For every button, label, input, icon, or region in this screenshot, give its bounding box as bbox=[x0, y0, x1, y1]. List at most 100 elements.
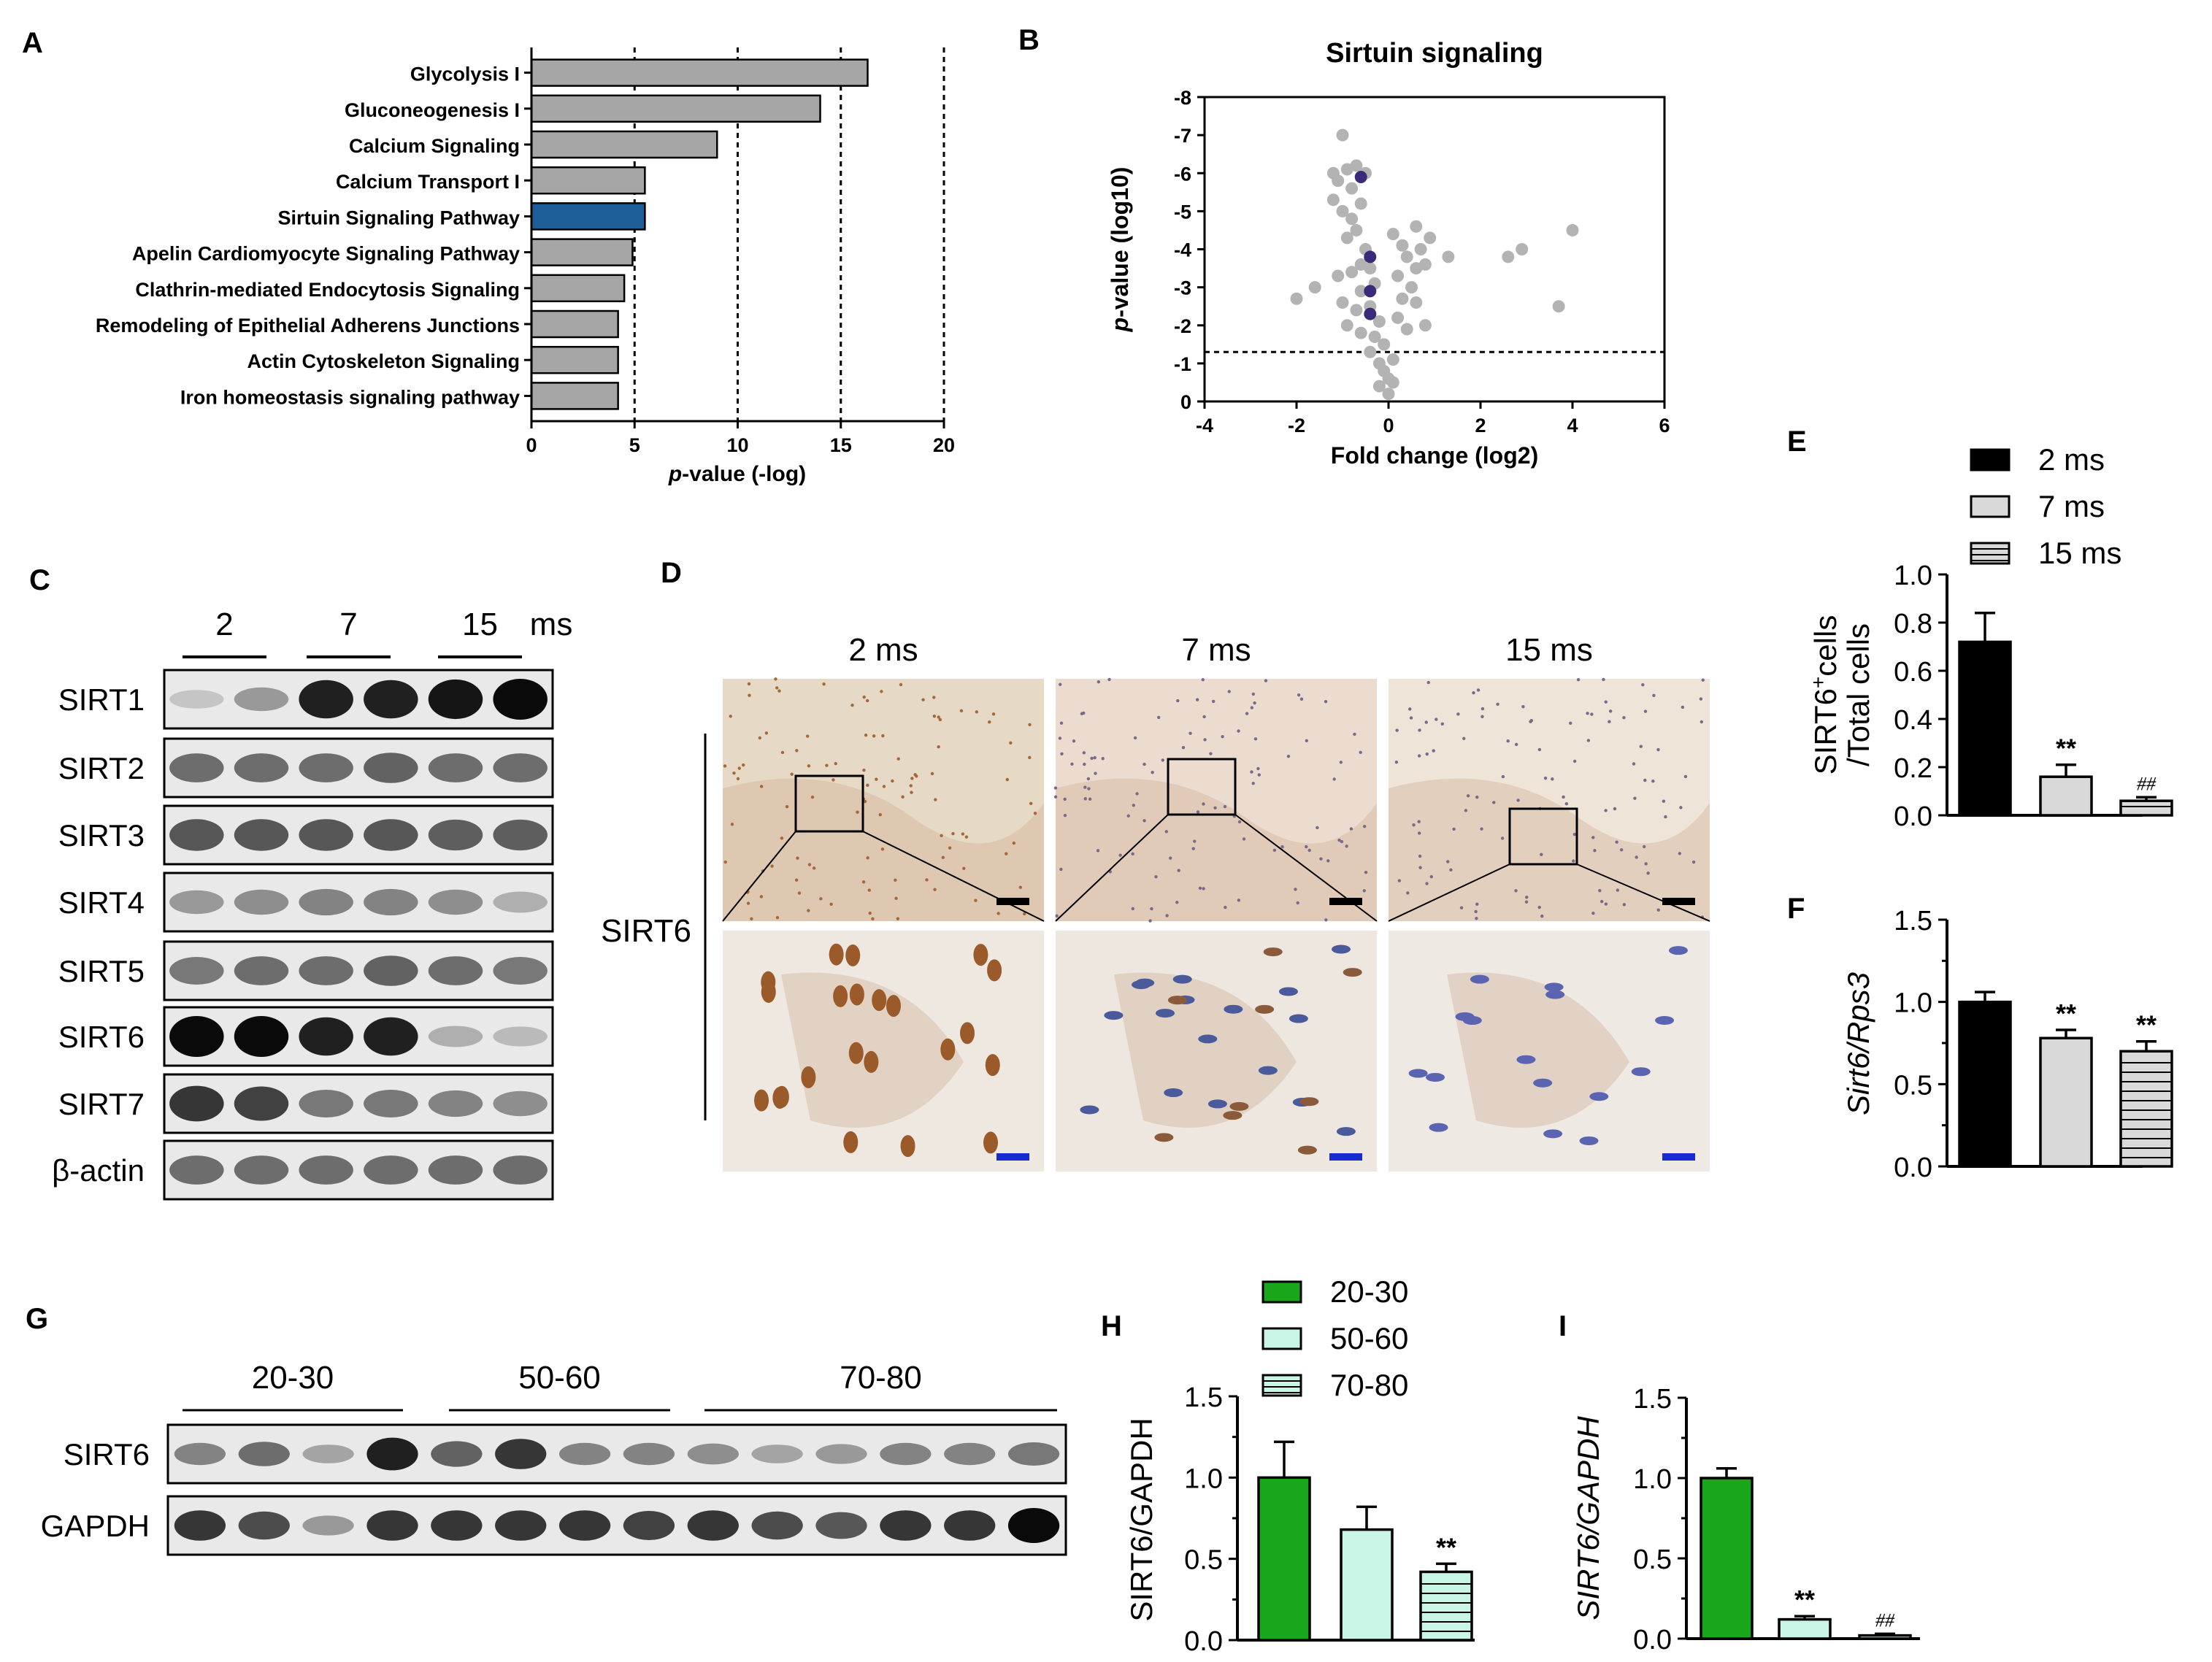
cell-dot-2-60 bbox=[1475, 902, 1479, 907]
category-label-2: Calcium Signaling bbox=[349, 135, 520, 157]
cell-dot-1-77 bbox=[1299, 697, 1304, 701]
cell-dot-1-51 bbox=[1083, 762, 1086, 766]
cell-dot-1-23 bbox=[1227, 690, 1231, 693]
cell-dot-0-12 bbox=[759, 785, 764, 788]
point-gray-5 bbox=[1326, 193, 1340, 207]
point-gray-42 bbox=[1410, 220, 1423, 233]
ytick-label-1: 0.5 bbox=[1184, 1545, 1223, 1576]
cell-dot-0-13 bbox=[1028, 723, 1032, 726]
nucleus-1-23 bbox=[1172, 974, 1192, 984]
point-gray-43 bbox=[1396, 239, 1409, 252]
cell-dot-0-40 bbox=[899, 682, 903, 687]
cell-dot-1-0 bbox=[1143, 762, 1146, 766]
cell-dot-2-26 bbox=[1639, 745, 1643, 748]
cell-dot-0-70 bbox=[866, 856, 869, 860]
cell-dot-2-21 bbox=[1619, 848, 1624, 852]
cell-dot-2-20 bbox=[1514, 889, 1518, 893]
cell-dot-2-37 bbox=[1452, 827, 1456, 831]
point-gray-24 bbox=[1368, 330, 1381, 343]
cell-dot-1-99 bbox=[1059, 721, 1064, 725]
cell-dot-0-29 bbox=[940, 834, 943, 837]
point-gray-39 bbox=[1414, 243, 1427, 255]
timepoint-label-2: 15 ms bbox=[1505, 632, 1593, 668]
nucleus-2-15 bbox=[1408, 1069, 1428, 1078]
plot-frame bbox=[1203, 96, 1666, 403]
nucleus-0-15 bbox=[801, 1066, 816, 1088]
ytick-label-4: 0.8 bbox=[1894, 609, 1932, 639]
ytick-label-3: 1.5 bbox=[1633, 1384, 1672, 1415]
cell-dot-2-92 bbox=[1480, 827, 1483, 831]
cell-dot-0-30 bbox=[1028, 755, 1032, 760]
cell-dot-1-62 bbox=[1251, 782, 1255, 785]
cell-dot-0-85 bbox=[1005, 777, 1010, 782]
point-gray-49 bbox=[1418, 319, 1432, 332]
nucleus-1-21 bbox=[1343, 968, 1362, 977]
panel-h: H 0.0 0.5 1.0 1.5 ** 20-30 50-60 70-80 SIRT6/GAP… bbox=[1101, 1274, 1475, 1657]
nucleus-0-8 bbox=[849, 983, 864, 1006]
point-gray-45 bbox=[1391, 269, 1405, 282]
cell-dot-1-24 bbox=[1202, 715, 1206, 719]
nucleus-1-18 bbox=[1299, 1097, 1319, 1107]
nucleus-0-7 bbox=[987, 959, 1002, 982]
cell-dot-1-81 bbox=[1345, 845, 1348, 848]
blot-band-1-12 bbox=[944, 1510, 996, 1541]
bar-0 bbox=[1958, 1000, 2012, 1168]
cell-dot-2-17 bbox=[1500, 836, 1505, 840]
lane-group-label-0: 20-30 bbox=[252, 1360, 334, 1396]
cell-dot-2-98 bbox=[1462, 736, 1466, 740]
blot-band-0-7 bbox=[623, 1442, 675, 1466]
blot-band-1-7 bbox=[623, 1511, 675, 1540]
nucleus-2-3 bbox=[1429, 1123, 1448, 1132]
nucleus-0-9 bbox=[845, 944, 861, 966]
point-gray-33 bbox=[1386, 353, 1399, 366]
xtick-label-1: 5 bbox=[629, 434, 640, 456]
point-gray-10 bbox=[1340, 231, 1353, 245]
xtick-label-3: 2 bbox=[1475, 415, 1486, 436]
cell-dot-2-101 bbox=[1395, 728, 1399, 732]
cell-dot-0-51 bbox=[1009, 741, 1013, 745]
cell-dot-0-48 bbox=[867, 888, 871, 892]
point-gray-21 bbox=[1372, 315, 1386, 328]
cell-dot-1-85 bbox=[1237, 820, 1242, 824]
nucleus-0-5 bbox=[754, 1089, 769, 1112]
bar-2 bbox=[2119, 1050, 2173, 1168]
cell-dot-1-2 bbox=[1349, 827, 1353, 831]
cell-dot-1-50 bbox=[1224, 905, 1227, 909]
blot-band-7-1 bbox=[234, 1155, 289, 1185]
cell-dot-1-90 bbox=[1055, 914, 1059, 918]
cell-dot-0-69 bbox=[723, 860, 727, 864]
xtick-label-2: 10 bbox=[726, 434, 748, 456]
xtick-label-3: 15 bbox=[830, 434, 852, 456]
ytick-label-0: 0.0 bbox=[1894, 1153, 1932, 1183]
nucleus-0-13 bbox=[833, 985, 848, 1007]
lane-group-label-1: 7 bbox=[339, 607, 357, 642]
cell-dot-0-79 bbox=[894, 896, 898, 901]
cell-dot-1-70 bbox=[1181, 746, 1186, 750]
cell-dot-2-61 bbox=[1591, 911, 1595, 915]
sirt6-mrna-bar-chart: 0.0 0.5 1.0 1.5 ** ## SIRT6/GAPDH bbox=[1571, 1384, 1920, 1655]
bar-1 bbox=[1778, 1617, 1832, 1640]
panel-d: D 2 ms 7 ms 15 ms SIRT6 bbox=[601, 557, 1710, 1172]
cell-dot-1-12 bbox=[1250, 770, 1253, 774]
cell-dot-2-58 bbox=[1643, 845, 1646, 849]
cell-dot-2-25 bbox=[1472, 690, 1475, 695]
panel-letter-h: H bbox=[1101, 1310, 1122, 1342]
blot-band-7-4 bbox=[428, 1155, 483, 1185]
bar-1 bbox=[2039, 1036, 2093, 1168]
bar-0 bbox=[530, 58, 869, 87]
point-gray-47 bbox=[1400, 323, 1413, 336]
cell-dot-1-27 bbox=[1237, 729, 1240, 733]
cell-dot-1-92 bbox=[1131, 907, 1135, 911]
cell-dot-1-82 bbox=[1332, 777, 1336, 781]
bar-9 bbox=[530, 382, 619, 410]
cell-dot-0-7 bbox=[881, 734, 885, 738]
point-gray-9 bbox=[1350, 223, 1363, 236]
blot-band-7-3 bbox=[364, 1155, 418, 1185]
scale-bar-low-2 bbox=[1662, 898, 1695, 905]
cell-dot-0-27 bbox=[865, 699, 869, 703]
lane-group-label-2: 70-80 bbox=[840, 1360, 922, 1396]
cell-dot-2-87 bbox=[1426, 680, 1430, 685]
nucleus-1-3 bbox=[1229, 1101, 1249, 1111]
legend-label-0: 2 ms bbox=[2038, 442, 2105, 477]
nucleus-1-24 bbox=[1167, 996, 1187, 1005]
